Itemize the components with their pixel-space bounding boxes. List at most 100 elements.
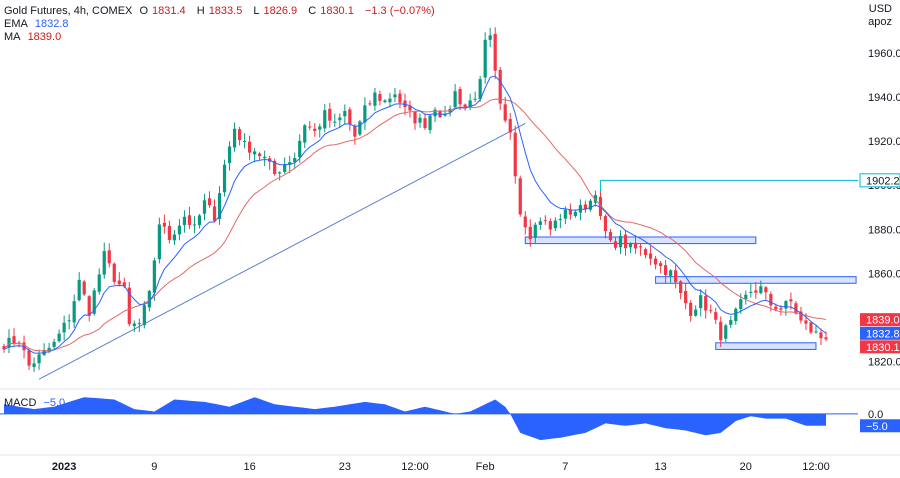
candle-body-82 (413, 111, 417, 124)
candle-body-69 (348, 109, 352, 125)
candle-body-66 (333, 121, 337, 123)
chart-title: Gold Futures, 4h, COMEX (4, 5, 133, 17)
candle-body-124 (623, 234, 628, 249)
y-tick-label-7: 1820.0 (868, 357, 900, 369)
candle-body-15 (77, 279, 81, 301)
candle-body-156 (784, 301, 788, 309)
candle-body-126 (633, 242, 638, 249)
ema-value: 1832.8 (34, 18, 69, 30)
legend-main: Gold Futures, 4h, COMEX O 1831.4 H 1833.5 … (4, 4, 439, 18)
candle-body-163 (819, 332, 823, 339)
candle-body-96 (483, 39, 487, 78)
candle-body-121 (608, 232, 613, 241)
candle-body-75 (378, 94, 382, 101)
candle-body-70 (353, 125, 357, 137)
legend-ma[interactable]: MA 1839.0 (4, 30, 65, 44)
candle-body-107 (538, 221, 542, 225)
candle-body-123 (618, 235, 623, 248)
legend-macd[interactable]: MACD −5.0 (4, 396, 69, 410)
candle-body-38 (192, 224, 197, 226)
candle-body-101 (508, 119, 512, 133)
candle-body-55 (278, 172, 282, 174)
candle-body-116 (583, 204, 588, 210)
candle-body-58 (293, 158, 297, 163)
candle-body-148 (744, 294, 748, 300)
candle-body-37 (187, 215, 192, 225)
y-tick-label-4: 1880.0 (868, 224, 900, 236)
ohlc-change: −1.3 (−0.07%) (364, 5, 435, 17)
support-zone-2 (715, 342, 817, 350)
candle-body-158 (794, 303, 798, 314)
macd-tag-1-text: −5.0 (866, 421, 888, 433)
candle-body-9 (47, 347, 51, 351)
candle-body-125 (628, 243, 633, 248)
candle-body-40 (202, 200, 207, 214)
x-tick-label-3: 23 (339, 461, 351, 473)
macd-value: −5.0 (43, 397, 66, 409)
candle-body-118 (593, 195, 598, 203)
price-tag-2 (860, 326, 900, 340)
candle-body-95 (478, 79, 482, 99)
candle-body-59 (298, 140, 302, 158)
candle-body-94 (473, 98, 477, 100)
macd-histogram-area (4, 397, 826, 441)
candle-body-65 (328, 108, 332, 121)
candle-body-128 (643, 249, 648, 255)
candle-body-26 (132, 323, 136, 327)
candle-body-21 (107, 250, 111, 264)
candle-body-29 (147, 290, 151, 308)
candle-body-130 (653, 258, 658, 265)
price-axis-bg (858, 0, 900, 473)
legend-ema[interactable]: EMA 1832.8 (4, 17, 73, 31)
candle-body-80 (403, 100, 407, 107)
candle-body-0 (2, 346, 6, 350)
candle-body-31 (157, 224, 161, 260)
price-tag-1 (860, 313, 900, 327)
candle-body-153 (769, 294, 773, 306)
candle-body-18 (92, 290, 96, 314)
candle-body-100 (503, 104, 507, 121)
candle-body-17 (87, 296, 91, 316)
candle-body-119 (598, 196, 603, 216)
candle-body-141 (709, 310, 713, 312)
candle-body-157 (789, 299, 793, 302)
y-tick-label-0: 1960.0 (868, 48, 900, 60)
candle-body-2 (12, 336, 16, 344)
candle-body-49 (247, 141, 252, 153)
candle-body-28 (142, 305, 146, 326)
candle-body-57 (288, 162, 292, 165)
candle-body-106 (533, 224, 537, 238)
candle-body-41 (207, 198, 212, 206)
candle-body-42 (212, 206, 217, 221)
trendline (38, 123, 526, 380)
x-tick-label-1: 9 (151, 461, 157, 473)
candle-body-132 (664, 265, 668, 275)
candle-body-117 (588, 200, 593, 210)
ma-label: MA (4, 31, 21, 43)
x-tick-label-7: 13 (654, 461, 666, 473)
candle-body-22 (112, 263, 116, 282)
candle-body-1 (7, 337, 11, 348)
candle-body-46 (232, 128, 237, 148)
candle-body-133 (669, 270, 673, 276)
candle-body-34 (172, 234, 177, 241)
candle-body-51 (258, 153, 262, 157)
candle-body-5 (27, 350, 31, 366)
candle-body-52 (263, 156, 267, 159)
candle-body-79 (398, 93, 402, 103)
candle-body-43 (217, 193, 222, 220)
candle-body-91 (458, 88, 462, 105)
candle-body-120 (603, 216, 608, 232)
price-tag-3 (860, 340, 900, 354)
candle-body-143 (719, 321, 723, 341)
candle-body-56 (283, 164, 287, 172)
price-unit-measure: apoz (868, 16, 892, 28)
candle-body-64 (323, 110, 327, 129)
candle-body-60 (303, 125, 307, 143)
price-unit: USD apoz (868, 3, 892, 29)
candle-body-131 (658, 263, 663, 267)
ohlc-open: O 1831.4 (139, 5, 186, 17)
candle-body-98 (493, 33, 497, 71)
price-tag-0-text: 1902.2 (866, 175, 900, 187)
